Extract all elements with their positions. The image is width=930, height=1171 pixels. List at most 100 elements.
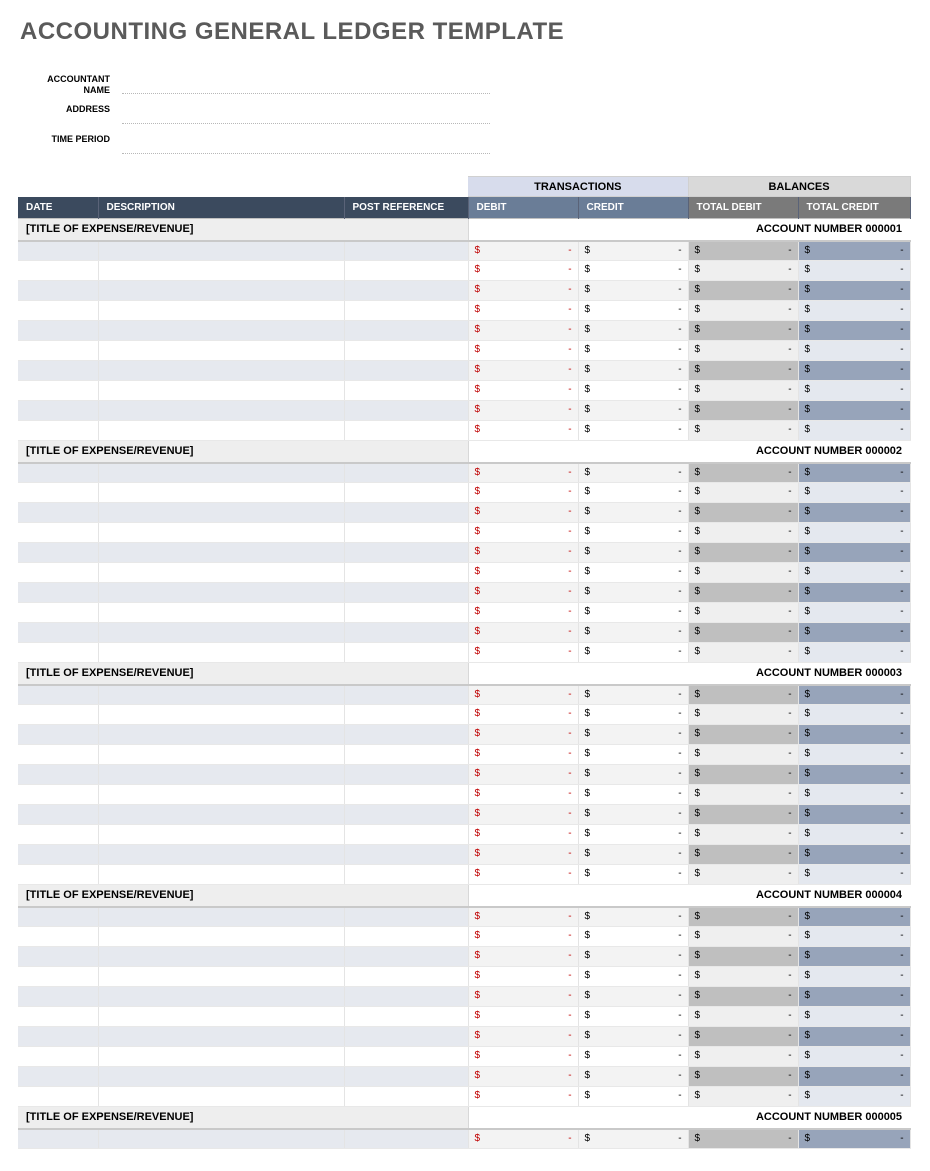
cell-post-reference[interactable]	[344, 543, 468, 563]
cell-debit[interactable]: $-	[468, 805, 578, 825]
cell-post-reference[interactable]	[344, 947, 468, 967]
cell-credit[interactable]: $-	[578, 603, 688, 623]
cell-post-reference[interactable]	[344, 483, 468, 503]
cell-debit[interactable]: $-	[468, 341, 578, 361]
cell-post-reference[interactable]	[344, 805, 468, 825]
cell-debit[interactable]: $-	[468, 1067, 578, 1087]
cell-description[interactable]	[98, 583, 344, 603]
cell-credit[interactable]: $-	[578, 685, 688, 705]
cell-post-reference[interactable]	[344, 845, 468, 865]
cell-post-reference[interactable]	[344, 401, 468, 421]
cell-description[interactable]	[98, 987, 344, 1007]
cell-description[interactable]	[98, 1067, 344, 1087]
cell-post-reference[interactable]	[344, 301, 468, 321]
cell-post-reference[interactable]	[344, 865, 468, 885]
cell-date[interactable]	[18, 765, 98, 785]
cell-post-reference[interactable]	[344, 705, 468, 725]
cell-credit[interactable]: $-	[578, 503, 688, 523]
cell-post-reference[interactable]	[344, 725, 468, 745]
cell-debit[interactable]: $-	[468, 321, 578, 341]
input-accountant[interactable]	[122, 72, 490, 94]
cell-credit[interactable]: $-	[578, 463, 688, 483]
cell-credit[interactable]: $-	[578, 947, 688, 967]
cell-date[interactable]	[18, 907, 98, 927]
cell-date[interactable]	[18, 281, 98, 301]
cell-debit[interactable]: $-	[468, 845, 578, 865]
cell-credit[interactable]: $-	[578, 845, 688, 865]
cell-credit[interactable]: $-	[578, 623, 688, 643]
cell-description[interactable]	[98, 927, 344, 947]
cell-credit[interactable]: $-	[578, 421, 688, 441]
cell-post-reference[interactable]	[344, 987, 468, 1007]
cell-date[interactable]	[18, 301, 98, 321]
cell-date[interactable]	[18, 865, 98, 885]
cell-description[interactable]	[98, 281, 344, 301]
cell-date[interactable]	[18, 1129, 98, 1149]
cell-post-reference[interactable]	[344, 623, 468, 643]
cell-debit[interactable]: $-	[468, 685, 578, 705]
cell-debit[interactable]: $-	[468, 745, 578, 765]
cell-post-reference[interactable]	[344, 907, 468, 927]
cell-post-reference[interactable]	[344, 603, 468, 623]
cell-credit[interactable]: $-	[578, 765, 688, 785]
cell-description[interactable]	[98, 301, 344, 321]
cell-credit[interactable]: $-	[578, 523, 688, 543]
cell-credit[interactable]: $-	[578, 583, 688, 603]
cell-post-reference[interactable]	[344, 381, 468, 401]
cell-credit[interactable]: $-	[578, 1047, 688, 1067]
cell-date[interactable]	[18, 947, 98, 967]
cell-date[interactable]	[18, 361, 98, 381]
cell-post-reference[interactable]	[344, 583, 468, 603]
cell-post-reference[interactable]	[344, 643, 468, 663]
cell-credit[interactable]: $-	[578, 745, 688, 765]
cell-debit[interactable]: $-	[468, 421, 578, 441]
cell-description[interactable]	[98, 261, 344, 281]
cell-date[interactable]	[18, 463, 98, 483]
cell-description[interactable]	[98, 1087, 344, 1107]
cell-date[interactable]	[18, 483, 98, 503]
cell-debit[interactable]: $-	[468, 725, 578, 745]
cell-credit[interactable]: $-	[578, 301, 688, 321]
cell-post-reference[interactable]	[344, 1027, 468, 1047]
cell-description[interactable]	[98, 421, 344, 441]
cell-post-reference[interactable]	[344, 241, 468, 261]
cell-description[interactable]	[98, 907, 344, 927]
cell-date[interactable]	[18, 341, 98, 361]
cell-debit[interactable]: $-	[468, 947, 578, 967]
cell-credit[interactable]: $-	[578, 705, 688, 725]
cell-credit[interactable]: $-	[578, 987, 688, 1007]
cell-debit[interactable]: $-	[468, 261, 578, 281]
cell-description[interactable]	[98, 865, 344, 885]
cell-date[interactable]	[18, 785, 98, 805]
cell-date[interactable]	[18, 321, 98, 341]
cell-description[interactable]	[98, 603, 344, 623]
cell-date[interactable]	[18, 845, 98, 865]
cell-date[interactable]	[18, 421, 98, 441]
cell-description[interactable]	[98, 1007, 344, 1027]
cell-description[interactable]	[98, 381, 344, 401]
cell-credit[interactable]: $-	[578, 381, 688, 401]
cell-post-reference[interactable]	[344, 927, 468, 947]
input-period[interactable]	[122, 132, 490, 154]
cell-credit[interactable]: $-	[578, 483, 688, 503]
cell-post-reference[interactable]	[344, 967, 468, 987]
cell-post-reference[interactable]	[344, 765, 468, 785]
cell-description[interactable]	[98, 361, 344, 381]
cell-credit[interactable]: $-	[578, 241, 688, 261]
cell-post-reference[interactable]	[344, 685, 468, 705]
cell-post-reference[interactable]	[344, 785, 468, 805]
cell-date[interactable]	[18, 381, 98, 401]
cell-post-reference[interactable]	[344, 1047, 468, 1067]
cell-date[interactable]	[18, 725, 98, 745]
cell-date[interactable]	[18, 241, 98, 261]
cell-post-reference[interactable]	[344, 261, 468, 281]
cell-credit[interactable]: $-	[578, 1129, 688, 1149]
cell-debit[interactable]: $-	[468, 705, 578, 725]
cell-description[interactable]	[98, 463, 344, 483]
cell-description[interactable]	[98, 845, 344, 865]
cell-debit[interactable]: $-	[468, 503, 578, 523]
cell-date[interactable]	[18, 967, 98, 987]
cell-date[interactable]	[18, 503, 98, 523]
cell-debit[interactable]: $-	[468, 361, 578, 381]
cell-description[interactable]	[98, 785, 344, 805]
